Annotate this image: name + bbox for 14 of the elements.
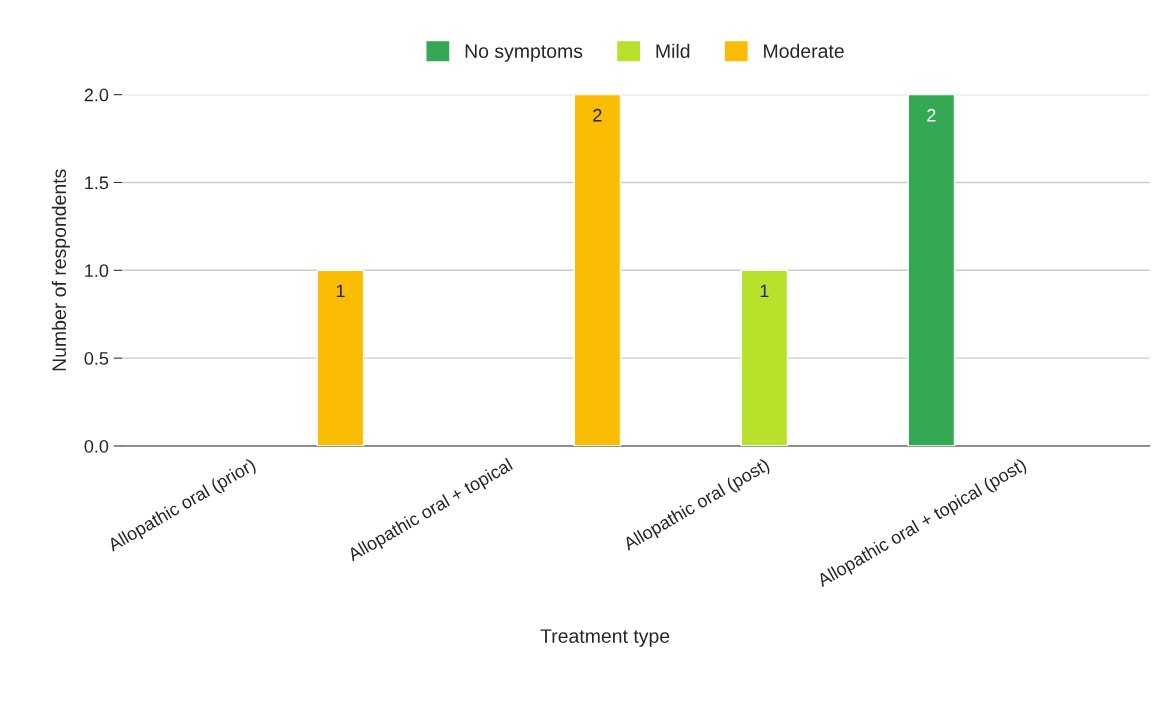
legend-label: Mild: [656, 43, 690, 59]
legend-label: No symptoms: [465, 44, 583, 62]
y-tick-label: 1.5: [85, 176, 109, 190]
y-tick-label: 1.0: [85, 264, 109, 278]
data-label: 2: [927, 108, 936, 122]
y-axis-title: Number of respondents: [51, 169, 70, 371]
y-tick-label: 2.0: [84, 88, 109, 102]
data-label: 1: [336, 284, 345, 298]
data-label: 2: [593, 108, 602, 122]
y-tick-label: 0.0: [84, 439, 109, 453]
y-tick-label: 0.5: [84, 352, 109, 365]
legend-label: Moderate: [764, 43, 844, 59]
x-axis-title: Treatment type: [540, 629, 670, 647]
data-label: 1: [760, 284, 769, 298]
